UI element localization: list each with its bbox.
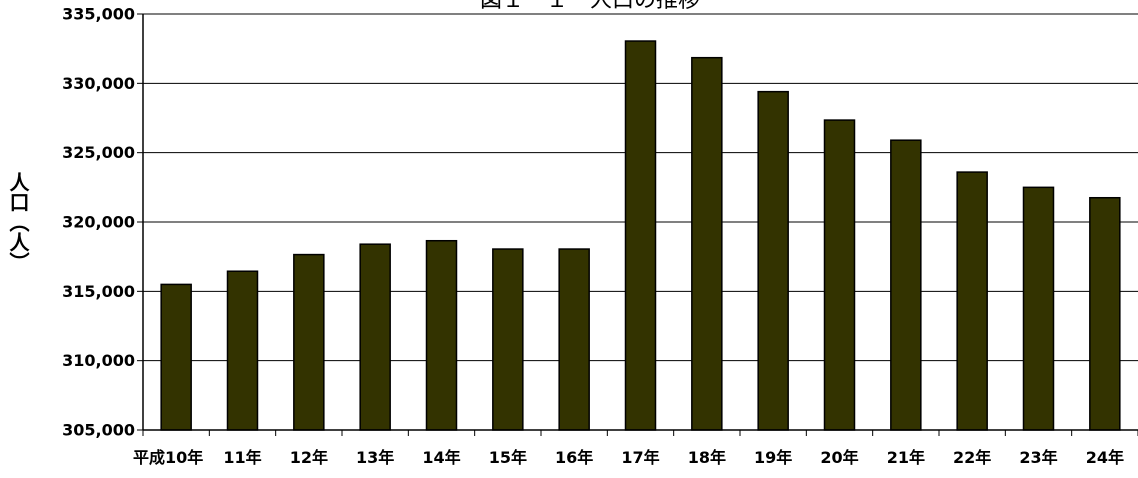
chart-title: 図１－１ 人口の推移 [480,0,700,13]
x-tick-label: 12年 [290,448,328,467]
y-tick-label: 335,000 [62,5,135,24]
x-tick-label: 17年 [621,448,659,467]
x-tick-label: 23年 [1019,448,1057,467]
x-tick-label: 18年 [688,448,726,467]
y-axis-title: 人口（人） [6,172,30,272]
bar [558,248,590,431]
y-tick-label: 315,000 [62,282,135,301]
x-tick-label: 24年 [1086,448,1124,467]
y-axis-label: 人口（人） [6,172,30,272]
bar [1022,186,1055,431]
bar [160,283,192,431]
x-tick-label: 11年 [223,448,261,467]
y-tick-label: 325,000 [62,143,135,162]
bar [823,119,856,431]
x-tick-label: 22年 [953,448,991,467]
bar [293,253,325,431]
axes [142,14,1138,436]
x-axis-ticks: 平成10年 11年 12年 13年 14年 15年 16年 17年 18年 19年 20年 21年 22… [133,448,1124,467]
x-tick-label: 13年 [356,448,394,467]
bars [160,40,1121,431]
bar [890,139,922,431]
bar [359,243,391,431]
x-tick-label: 14年 [422,448,460,467]
y-tick-label: 320,000 [62,213,135,232]
bar [226,270,259,431]
y-tick-label: 330,000 [62,74,135,93]
y-axis-ticks: 305,000 310,000 315,000 320,000 325,000 330,0… [62,5,143,440]
y-tick-label: 310,000 [62,351,135,370]
x-tick-label: 21年 [887,448,925,467]
bar [1089,196,1121,431]
y-tick-label: 305,000 [62,421,135,440]
x-tick-label: 20年 [820,448,858,467]
bar [492,248,524,431]
x-tick-label: 平成10年 [133,448,203,467]
bar [691,56,723,431]
bar [757,90,789,431]
x-tick-label: 16年 [555,448,593,467]
bar [956,171,988,431]
bar [624,40,657,431]
x-tick-label: 15年 [489,448,527,467]
x-tick-label: 19年 [754,448,792,467]
bar [425,239,458,431]
